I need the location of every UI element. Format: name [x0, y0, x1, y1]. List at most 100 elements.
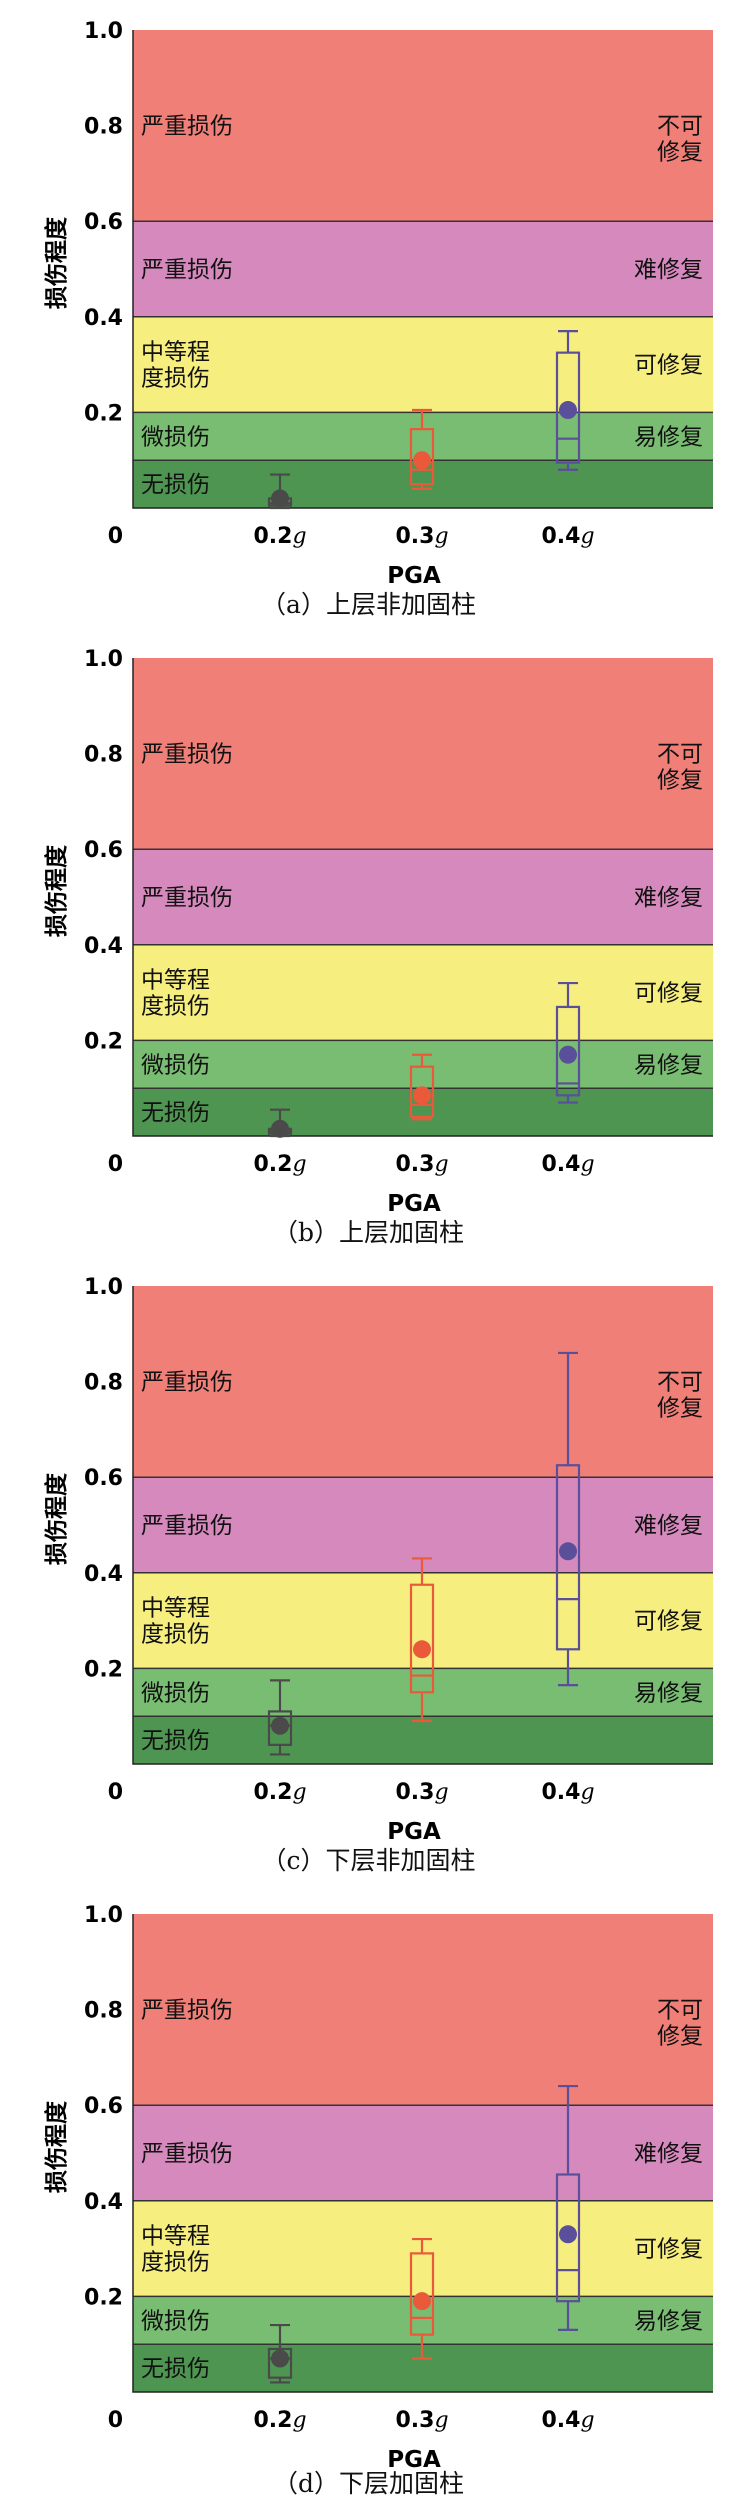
zone-right-label: 不可 — [657, 1370, 703, 1396]
axis-frame — [132, 1286, 713, 1765]
zone-right-label: 易修复 — [634, 1052, 703, 1078]
damage-zone-z2 — [133, 849, 713, 945]
box-iqr — [555, 2173, 581, 2303]
x-origin-label: 0 — [108, 524, 123, 549]
x-axis-label: PGA — [387, 563, 441, 589]
x-tick-label: 0.2g — [253, 1152, 306, 1177]
box-iqr — [555, 1464, 581, 1651]
zone-left-label: 微损伤 — [141, 1680, 210, 1706]
box-iqr — [555, 1005, 581, 1097]
zone-left-label: 度损伤 — [141, 994, 210, 1020]
mean-point — [271, 1119, 289, 1138]
box-iqr — [555, 351, 581, 464]
panel-caption: （b）上层加固柱 — [272, 1218, 464, 1247]
axis-frame — [132, 1914, 713, 2393]
zone-right-label: 易修复 — [634, 1680, 703, 1706]
y-tick-label: 1.0 — [84, 1275, 123, 1300]
x-tick-label: 0.3g — [395, 1780, 448, 1805]
x-tick-label: 0.3g — [395, 2408, 448, 2433]
y-tick-label: 0.8 — [84, 1371, 123, 1396]
y-tick-label: 0.4 — [84, 1562, 123, 1587]
x-tick-label: 0.4g — [541, 524, 594, 549]
y-tick-label: 0.2 — [84, 2285, 123, 2310]
zone-left-label: 微损伤 — [141, 424, 210, 450]
zone-left-label: 度损伤 — [141, 366, 210, 392]
box-iqr — [409, 428, 435, 486]
y-axis-label: 损伤程度 — [43, 1472, 70, 1565]
zone-right-label: 可修复 — [634, 2237, 703, 2263]
damage-zone-z1 — [133, 1286, 713, 1478]
mean-point — [413, 451, 431, 470]
x-tick-label: 0.2g — [253, 1780, 306, 1805]
box-0_4g — [555, 2084, 581, 2331]
zone-left-label: 中等程 — [141, 968, 210, 994]
zone-left-label: 严重损伤 — [141, 1513, 233, 1539]
y-tick-label: 0.2 — [84, 1657, 123, 1682]
chart-panel-4: 严重损伤 不可 修复 严重损伤 难修复 中等程 度损伤 可修复 微损伤 易修复 无损伤 1.0 0.8 0… — [0, 1884, 737, 2512]
axis-frame — [132, 30, 713, 509]
x-origin-label: 0 — [108, 1152, 123, 1177]
mean-point — [271, 2349, 289, 2368]
axis-frame — [132, 658, 713, 1137]
box-0_3g — [409, 408, 435, 490]
damage-zone-z3 — [133, 944, 713, 1041]
y-tick-label: 0.4 — [84, 934, 123, 959]
x-axis-label: PGA — [387, 1819, 441, 1845]
zone-left-label: 中等程 — [141, 2224, 210, 2250]
zone-left-label: 严重损伤 — [141, 257, 233, 283]
zone-left-label: 微损伤 — [141, 2308, 210, 2334]
zone-left-label: 严重损伤 — [141, 742, 233, 768]
mean-point — [413, 1640, 431, 1659]
mean-point — [559, 401, 577, 420]
y-tick-label: 0.8 — [84, 115, 123, 140]
x-tick-label: 0.2g — [253, 2408, 306, 2433]
zone-right-label: 修复 — [657, 768, 703, 794]
y-axis-label: 损伤程度 — [43, 216, 70, 309]
zone-right-label: 不可 — [657, 114, 703, 140]
mean-point — [413, 1086, 431, 1105]
y-tick-label: 0.8 — [84, 1999, 123, 2024]
zone-right-label: 可修复 — [634, 353, 703, 379]
panel-caption: （a）上层非加固柱 — [261, 590, 476, 619]
damage-zone-z3 — [133, 316, 713, 413]
box-iqr — [409, 2252, 435, 2336]
chart-panel-3: 严重损伤 不可 修复 严重损伤 难修复 中等程 度损伤 可修复 微损伤 易修复 无损伤 1.0 0.8 0… — [0, 1256, 737, 1884]
zone-left-label: 度损伤 — [141, 2250, 210, 2276]
y-tick-label: 0.4 — [84, 306, 123, 331]
y-tick-label: 1.0 — [84, 647, 123, 672]
zone-left-label: 严重损伤 — [141, 114, 233, 140]
panel-caption: （c）下层非加固柱 — [261, 1846, 476, 1875]
zone-left-label: 无损伤 — [141, 1728, 210, 1754]
zone-right-label: 不可 — [657, 742, 703, 768]
box-0_4g — [555, 1351, 581, 1687]
mean-point — [413, 2292, 431, 2311]
x-axis-label: PGA — [387, 1191, 441, 1217]
box-0_3g — [409, 1557, 435, 1723]
damage-zone-z1 — [133, 1914, 713, 2106]
zone-left-label: 无损伤 — [141, 472, 210, 498]
damage-zone-z2 — [133, 2105, 713, 2201]
box-0_2g — [267, 2323, 293, 2384]
damage-zone-z5 — [133, 1716, 713, 1764]
zone-right-label: 易修复 — [634, 2308, 703, 2334]
box-0_2g — [267, 473, 293, 510]
mean-point — [271, 1716, 289, 1735]
x-origin-label: 0 — [108, 2408, 123, 2433]
zone-right-label: 难修复 — [634, 2141, 703, 2167]
zone-left-label: 微损伤 — [141, 1052, 210, 1078]
box-iqr — [267, 2347, 293, 2379]
damage-zone-z2 — [133, 221, 713, 317]
zone-left-label: 严重损伤 — [141, 1998, 233, 2024]
zone-right-label: 难修复 — [634, 1513, 703, 1539]
box-iqr — [267, 1710, 293, 1746]
x-tick-label: 0.4g — [541, 1152, 594, 1177]
zone-right-label: 修复 — [657, 140, 703, 166]
y-tick-label: 0.6 — [84, 2094, 123, 2119]
x-tick-label: 0.4g — [541, 1780, 594, 1805]
box-iqr — [409, 1583, 435, 1694]
y-tick-label: 0.2 — [84, 401, 123, 426]
zone-right-label: 易修复 — [634, 424, 703, 450]
